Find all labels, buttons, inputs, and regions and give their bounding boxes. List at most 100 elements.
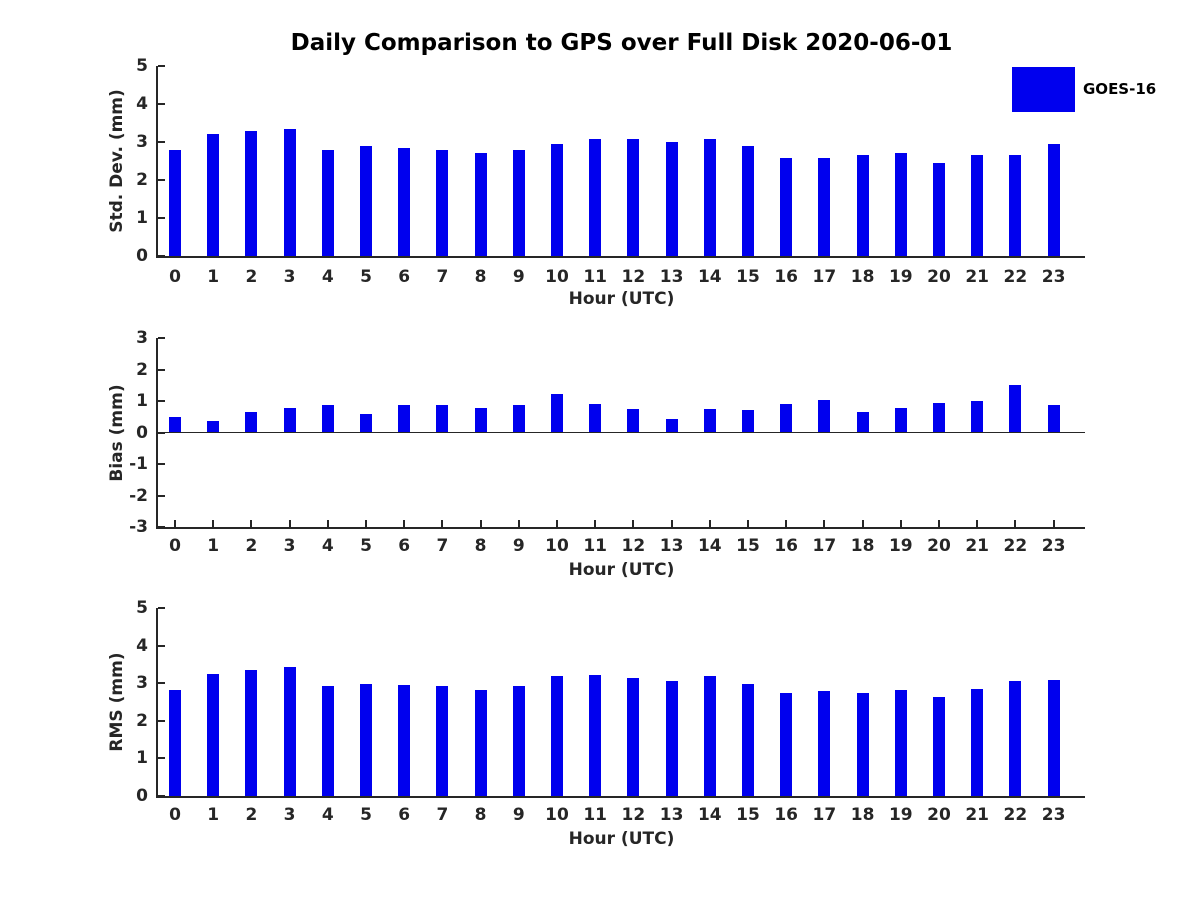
rms-x-tick-label: 10 <box>545 805 569 825</box>
std-dev-x-tick-label: 3 <box>283 267 296 287</box>
std-dev-x-tick-label: 9 <box>512 267 525 287</box>
bias-bar-hour-21 <box>971 401 984 433</box>
bias-bar-hour-2 <box>245 412 258 433</box>
bias-y-tick <box>158 494 165 497</box>
rms-bar-hour-17 <box>818 691 831 796</box>
rms-x-tick-label: 23 <box>1041 805 1066 825</box>
bias-x-tick-label: 0 <box>169 536 181 556</box>
bias-x-tick-label: 8 <box>474 536 487 556</box>
std-dev-x-tick-label: 7 <box>436 267 449 287</box>
bias-x-tick <box>747 520 749 527</box>
bias-bar-hour-22 <box>1009 384 1022 433</box>
rms-bar-hour-6 <box>398 685 411 796</box>
std-dev-x-tick-label: 13 <box>659 267 684 287</box>
std-dev-bar-hour-4 <box>321 149 334 256</box>
bias-bar-hour-8 <box>474 408 487 433</box>
std-dev-y-tick <box>158 255 165 257</box>
std-dev-bar-hour-5 <box>360 145 372 256</box>
rms-x-tick-label: 7 <box>436 805 449 825</box>
std-dev-bar-hour-7 <box>436 149 449 256</box>
bias-y-tick-label: -3 <box>129 517 148 537</box>
bias-bar-hour-23 <box>1047 405 1060 433</box>
bias-x-tick <box>250 520 253 527</box>
bias-bar-hour-15 <box>742 410 754 433</box>
rms-bar-hour-20 <box>933 697 945 796</box>
rms-bar-hour-4 <box>321 685 334 796</box>
std-dev-bar-hour-18 <box>856 154 869 256</box>
bias-x-tick-label: 11 <box>583 536 608 556</box>
bias-bar-hour-17 <box>818 400 831 433</box>
std-dev-bar-hour-11 <box>589 139 602 256</box>
bias-bar-hour-19 <box>894 408 907 433</box>
bias-y-tick-label: -2 <box>129 485 148 506</box>
bias-bar-hour-1 <box>207 420 220 433</box>
bias-bar-hour-7 <box>436 405 449 433</box>
bias-bar-hour-14 <box>703 409 716 433</box>
std-dev-bar-hour-12 <box>627 139 640 256</box>
std-dev-y-tick-label: 1 <box>136 208 148 228</box>
rms-x-tick-label: 4 <box>321 805 334 825</box>
bias-y-tick-label: 3 <box>136 328 148 348</box>
std-dev-bar-hour-2 <box>245 130 258 256</box>
rms-x-axis-spine <box>156 796 1085 798</box>
bias-x-tick <box>1052 520 1055 527</box>
rms-y-tick <box>158 795 165 797</box>
bias-x-tick-label: 22 <box>1003 536 1028 556</box>
std-dev-x-tick-label: 20 <box>927 267 951 287</box>
rms-x-tick-label: 11 <box>583 805 608 825</box>
std-dev-bar-hour-8 <box>474 152 487 256</box>
std-dev-x-tick-label: 16 <box>774 267 799 287</box>
bias-y-tick-label: 0 <box>136 422 148 443</box>
std-dev-bar-hour-3 <box>283 128 296 256</box>
rms-x-tick-label: 3 <box>283 805 296 825</box>
std-dev-x-axis-label: Hour (UTC) <box>568 289 675 309</box>
bias-x-tick <box>517 520 520 527</box>
bias-x-tick <box>174 520 176 527</box>
rms-x-tick-label: 22 <box>1003 805 1028 825</box>
std-dev-x-tick-label: 8 <box>474 267 487 287</box>
bias-x-tick-label: 19 <box>888 536 913 556</box>
rms-x-axis-label: Hour (UTC) <box>568 829 675 849</box>
bias-x-tick-label: 14 <box>697 536 722 556</box>
bias-x-tick <box>899 520 902 527</box>
rms-y-tick-label: 1 <box>136 748 148 769</box>
bias-x-tick <box>670 520 673 527</box>
bias-x-tick-label: 18 <box>850 536 875 556</box>
std-dev-x-tick-label: 19 <box>888 267 913 287</box>
bias-x-tick-label: 13 <box>659 536 684 556</box>
std-dev-x-tick-label: 0 <box>169 267 181 287</box>
std-dev-bar-hour-15 <box>742 145 754 256</box>
rms-x-tick-label: 18 <box>850 805 875 825</box>
legend-swatch-icon <box>1012 67 1075 112</box>
bias-x-tick-label: 16 <box>774 536 799 556</box>
std-dev-y-tick-label: 0 <box>136 246 148 266</box>
rms-bar-hour-1 <box>207 674 220 796</box>
bias-y-tick-label: 1 <box>136 391 148 411</box>
std-dev-bar-hour-16 <box>780 157 793 256</box>
bias-y-tick <box>158 368 165 371</box>
bias-bar-hour-20 <box>933 402 945 433</box>
std-dev-bar-hour-9 <box>512 150 525 256</box>
std-dev-y-tick <box>158 65 165 67</box>
rms-y-tick-label: 3 <box>136 673 148 694</box>
bias-x-tick-label: 12 <box>621 536 646 556</box>
rms-bar-hour-10 <box>551 676 563 796</box>
std-dev-bar-hour-22 <box>1009 155 1022 256</box>
std-dev-y-tick <box>158 217 165 219</box>
bias-x-tick <box>823 520 826 527</box>
std-dev-x-tick-label: 10 <box>545 267 569 287</box>
rms-bar-hour-22 <box>1009 681 1022 796</box>
std-dev-y-tick <box>158 179 165 181</box>
bias-x-tick-label: 9 <box>512 536 525 556</box>
rms-x-tick-label: 1 <box>207 805 220 825</box>
bias-bar-hour-4 <box>321 405 334 433</box>
std-dev-bar-hour-19 <box>894 152 907 256</box>
std-dev-bar-hour-14 <box>703 138 716 256</box>
std-dev-y-axis-spine <box>156 66 158 258</box>
std-dev-x-tick-label: 21 <box>965 267 990 287</box>
std-dev-x-axis-spine <box>156 256 1085 258</box>
bias-x-tick-label: 23 <box>1041 536 1066 556</box>
bias-x-tick <box>708 520 711 527</box>
bias-x-tick <box>632 520 635 527</box>
bias-x-tick <box>976 520 979 527</box>
